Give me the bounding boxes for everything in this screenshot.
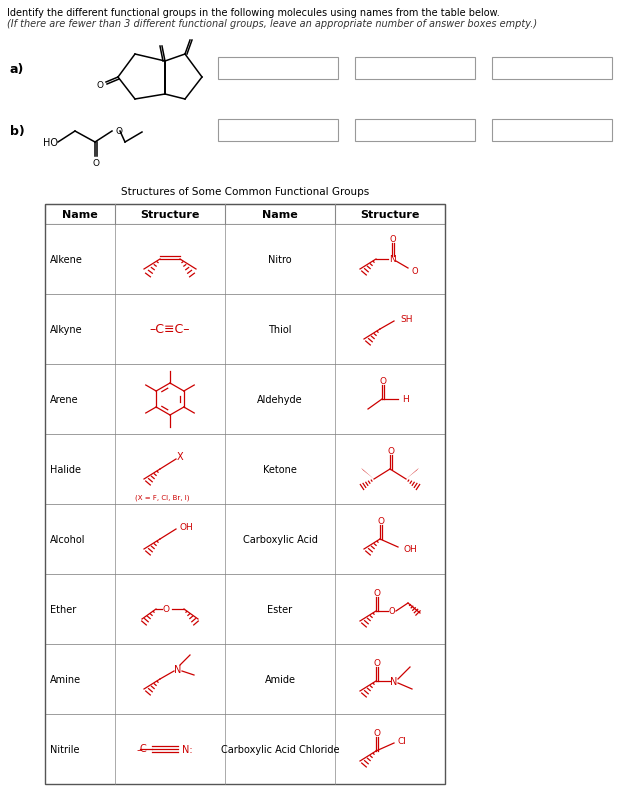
Polygon shape: [363, 738, 376, 751]
Polygon shape: [367, 526, 380, 540]
Text: Alkene: Alkene: [50, 255, 83, 265]
Text: N: N: [391, 676, 398, 686]
Text: Aldehyde: Aldehyde: [257, 394, 303, 405]
Bar: [45, 295, 445, 365]
Bar: [45, 504, 445, 574]
Bar: [45, 434, 445, 504]
Text: –: –: [136, 744, 142, 754]
Text: Cl: Cl: [398, 736, 407, 745]
Text: –C≡C–: –C≡C–: [149, 323, 190, 336]
Text: Carboxylic Acid Chloride: Carboxylic Acid Chloride: [221, 744, 339, 754]
Text: Ketone: Ketone: [263, 464, 297, 475]
Text: Structures of Some Common Functional Groups: Structures of Some Common Functional Gro…: [121, 187, 369, 197]
Polygon shape: [147, 526, 160, 540]
Text: Thiol: Thiol: [268, 324, 292, 335]
Text: Ester: Ester: [268, 604, 293, 614]
Bar: [45, 205, 445, 784]
Text: (X = F, Cl, Br, I): (X = F, Cl, Br, I): [135, 494, 189, 500]
Bar: [218, 120, 338, 142]
Text: Nitro: Nitro: [268, 255, 292, 265]
Polygon shape: [408, 592, 419, 603]
Text: OH: OH: [180, 522, 194, 531]
Text: N: N: [175, 664, 181, 675]
Bar: [492, 120, 612, 142]
Bar: [45, 574, 445, 644]
Text: X: X: [176, 451, 183, 462]
Text: H: H: [402, 395, 409, 404]
Polygon shape: [184, 596, 197, 609]
Text: O: O: [92, 158, 99, 167]
Polygon shape: [361, 468, 374, 479]
Polygon shape: [147, 666, 160, 679]
Bar: [355, 58, 475, 80]
Text: (If there are fewer than 3 different functional groups, leave an appropriate num: (If there are fewer than 3 different fun…: [7, 19, 537, 29]
Text: Halide: Halide: [50, 464, 81, 475]
Bar: [218, 58, 338, 80]
Bar: [45, 205, 445, 225]
Text: OH: OH: [404, 544, 418, 554]
Text: O: O: [377, 517, 384, 526]
Text: Structure: Structure: [140, 210, 200, 220]
Text: Alcohol: Alcohol: [50, 534, 85, 544]
Text: Identify the different functional groups in the following molecules using names : Identify the different functional groups…: [7, 8, 500, 18]
Text: HO: HO: [43, 138, 58, 148]
Text: b): b): [10, 124, 24, 137]
Text: O: O: [390, 235, 396, 244]
Text: Arene: Arene: [50, 394, 78, 405]
Text: Name: Name: [62, 210, 98, 220]
Polygon shape: [147, 456, 160, 470]
Text: O: O: [389, 607, 395, 616]
Text: O: O: [374, 658, 381, 667]
Text: O: O: [97, 81, 104, 91]
Text: O: O: [412, 266, 419, 275]
Polygon shape: [406, 468, 419, 479]
Text: Nitrile: Nitrile: [50, 744, 80, 754]
Polygon shape: [363, 598, 376, 611]
Bar: [45, 365, 445, 434]
Bar: [45, 714, 445, 784]
Text: N:: N:: [182, 744, 193, 754]
Text: Structure: Structure: [360, 210, 420, 220]
Bar: [45, 644, 445, 714]
Text: N: N: [389, 255, 396, 264]
Text: O: O: [374, 589, 381, 597]
Text: Alkyne: Alkyne: [50, 324, 83, 335]
Polygon shape: [367, 316, 380, 329]
Text: O: O: [379, 377, 386, 386]
Text: Name: Name: [262, 210, 298, 220]
Polygon shape: [363, 247, 376, 259]
Text: SH: SH: [400, 315, 413, 324]
Text: Carboxylic Acid: Carboxylic Acid: [242, 534, 317, 544]
Bar: [492, 58, 612, 80]
Text: O: O: [115, 126, 122, 136]
Text: Amide: Amide: [264, 675, 296, 684]
Text: a): a): [10, 63, 24, 75]
Bar: [45, 225, 445, 295]
Text: C: C: [140, 743, 147, 753]
Text: O: O: [163, 605, 170, 613]
Text: O: O: [387, 447, 394, 456]
Polygon shape: [180, 247, 193, 259]
Polygon shape: [143, 596, 156, 609]
Text: Amine: Amine: [50, 675, 81, 684]
Polygon shape: [363, 668, 376, 681]
Bar: [355, 120, 475, 142]
Text: O: O: [374, 728, 381, 738]
Polygon shape: [147, 247, 160, 259]
Text: Ether: Ether: [50, 604, 76, 614]
